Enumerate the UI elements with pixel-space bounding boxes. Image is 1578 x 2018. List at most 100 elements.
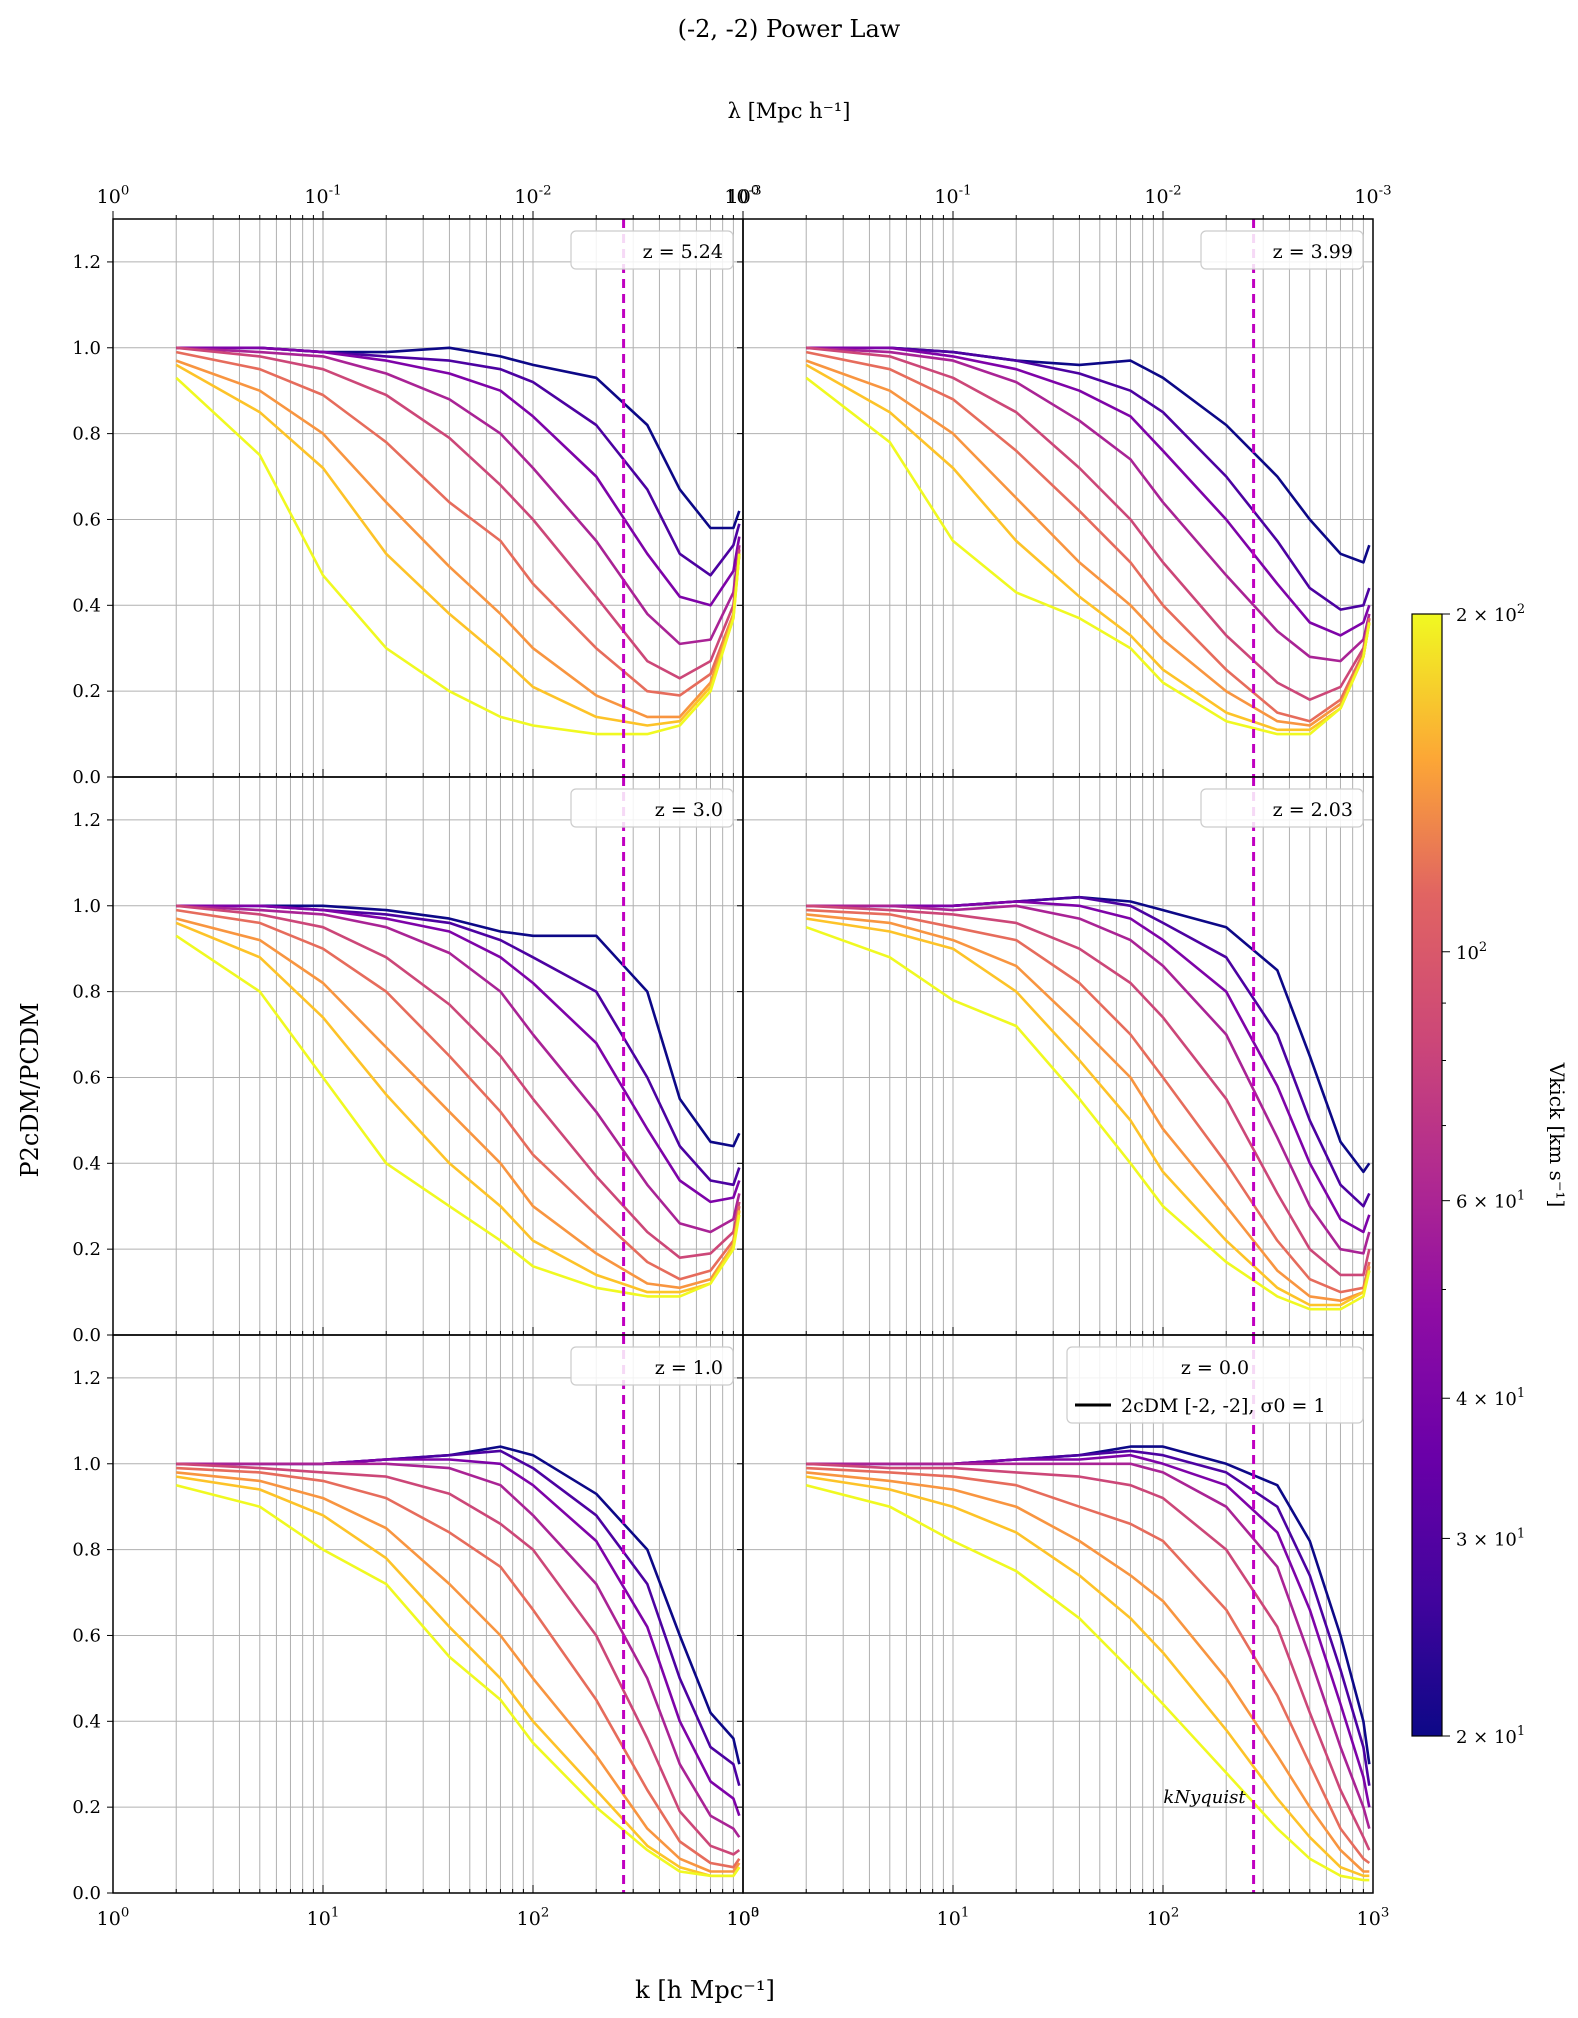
nyquist-label: kNyquist xyxy=(1163,1787,1246,1808)
series-line-9 xyxy=(805,925,1371,1311)
panel-2: z = 3.99 xyxy=(737,211,1374,778)
series-line-2 xyxy=(806,895,1371,1208)
series-line-4 xyxy=(806,904,1371,1255)
colorbar-tick-label: 6 × 101 xyxy=(1456,1189,1525,1213)
redshift-label: z = 0.0 xyxy=(1181,1357,1249,1379)
panel-frame xyxy=(742,218,1374,778)
y-tick-label: 1.0 xyxy=(72,1454,101,1475)
top-tick-label: 10-3 xyxy=(1354,183,1391,208)
y-tick-label: 0.8 xyxy=(72,1540,101,1561)
y-tick-label: 0.2 xyxy=(72,1239,101,1260)
x-tick-label: 100 xyxy=(727,1905,760,1930)
colorbar-tick-label: 4 × 101 xyxy=(1456,1386,1525,1410)
bottom-axis-label: k [h Mpc⁻¹] xyxy=(635,1976,775,2004)
y-tick-label: 0.4 xyxy=(72,595,101,616)
series-line-1 xyxy=(806,1445,1371,1765)
y-tick-label: 0.0 xyxy=(72,767,101,788)
redshift-label: z = 1.0 xyxy=(655,1357,723,1379)
top-tick-label: 100 xyxy=(97,183,130,208)
legend-entry: 2cDM [-2, -2], σ0 = 1 xyxy=(1121,1395,1326,1417)
y-tick-label: 1.0 xyxy=(72,338,101,359)
series-line-9 xyxy=(805,1483,1370,1882)
series-line-1 xyxy=(176,904,741,1148)
series-line-6 xyxy=(175,350,741,697)
series-line-9 xyxy=(805,376,1371,736)
panel-frame xyxy=(112,218,744,778)
series-line-7 xyxy=(806,913,1371,1302)
x-tick-label: 102 xyxy=(1147,1905,1180,1930)
y-tick-label: 0.8 xyxy=(72,424,101,445)
colorbar-label: Vkick [km s⁻¹] xyxy=(1545,1062,1569,1208)
panels-group: z = 5.24 z = 3.99 z = 3.0 z = 2.03 z = 1.0 z … xyxy=(107,211,1374,1894)
legend-box xyxy=(570,230,734,270)
colorbar-tick-label: 3 × 101 xyxy=(1456,1526,1525,1550)
series-line-7 xyxy=(806,1471,1370,1873)
colorbar-tick-label: 2 × 101 xyxy=(1456,1724,1525,1748)
series-line-9 xyxy=(175,934,741,1298)
redshift-label: z = 5.24 xyxy=(643,241,723,263)
top-axis-label: λ [Mpc h⁻¹] xyxy=(728,99,851,123)
series-line-6 xyxy=(806,908,1371,1294)
legend-box xyxy=(1200,230,1364,270)
x-tick-label: 103 xyxy=(727,1905,760,1930)
panel-frame xyxy=(742,776,1374,1336)
series-line-6 xyxy=(176,1466,741,1869)
series-line-9 xyxy=(175,1483,741,1878)
series-line-6 xyxy=(806,1466,1371,1865)
series-line-8 xyxy=(806,917,1371,1307)
x-tick-label: 100 xyxy=(97,1905,130,1930)
series-line-1 xyxy=(806,346,1371,564)
series-line-5 xyxy=(176,346,741,680)
series-line-9 xyxy=(175,376,741,736)
y-tick-label: 1.2 xyxy=(72,252,101,273)
x-tick-label: 101 xyxy=(307,1905,340,1930)
panel-3: z = 3.0 xyxy=(107,776,744,1336)
y-tick-label: 0.2 xyxy=(72,681,101,702)
colorbar: 2 × 101 3 × 101 4 × 101 6 × 101 102 2 × 102 V… xyxy=(1411,602,1569,1748)
series-line-5 xyxy=(806,1462,1371,1851)
redshift-label: z = 3.0 xyxy=(655,799,723,821)
series-line-8 xyxy=(806,1475,1370,1878)
colorbar-ticks: 2 × 101 3 × 101 4 × 101 6 × 101 102 2 × 102 xyxy=(1442,602,1525,1748)
panel-5: z = 1.0 xyxy=(107,1334,744,1894)
series-line-3 xyxy=(806,346,1371,637)
series-line-3 xyxy=(806,900,1371,1234)
y-tick-label: 0.0 xyxy=(72,1325,101,1346)
series-line-5 xyxy=(176,904,741,1259)
y-tick-label: 0.4 xyxy=(72,1153,101,1174)
panel-6: z = 0.0 2cDM [-2, -2], σ0 = 1 kNyquist xyxy=(737,1334,1374,1894)
series-line-7 xyxy=(175,917,741,1290)
y-tick-label: 0.8 xyxy=(72,982,101,1003)
series-line-5 xyxy=(806,904,1371,1277)
y-tick-label: 0.2 xyxy=(72,1797,101,1818)
colorbar-tick-label: 102 xyxy=(1456,940,1487,964)
figure-title: (-2, -2) Power Law xyxy=(678,15,901,43)
legend-box xyxy=(1066,1346,1364,1424)
top-tick-label: 10-3 xyxy=(724,183,761,208)
series-line-2 xyxy=(806,346,1371,611)
y-tick-label: 0.6 xyxy=(72,1625,101,1646)
series-line-7 xyxy=(176,1471,741,1873)
series-line-8 xyxy=(805,363,1371,732)
colorbar-tick-label: 2 × 102 xyxy=(1456,602,1525,626)
series-line-2 xyxy=(806,1449,1371,1786)
top-tick-label: 10-1 xyxy=(304,183,341,208)
left-axis-label: P2cDM/PCDM xyxy=(16,1002,44,1177)
panel-frame xyxy=(742,1334,1374,1894)
series-line-5 xyxy=(806,346,1371,701)
series-line-4 xyxy=(806,1462,1371,1829)
legend-box xyxy=(1200,788,1364,828)
top-tick-label: 100 xyxy=(727,183,760,208)
y-tick-label: 0.0 xyxy=(72,1883,101,1904)
legend-box xyxy=(570,788,734,828)
series-line-2 xyxy=(176,346,741,577)
series-line-5 xyxy=(176,1462,741,1856)
y-tick-label: 0.6 xyxy=(72,1067,101,1088)
top-tick-label: 10-1 xyxy=(934,183,971,208)
y-tick-label: 0.4 xyxy=(72,1711,101,1732)
panel-1: z = 5.24 xyxy=(107,211,744,778)
y-tick-label: 0.6 xyxy=(72,509,101,530)
series-line-4 xyxy=(176,904,741,1234)
x-tick-label: 102 xyxy=(517,1905,550,1930)
series-line-3 xyxy=(176,1458,741,1817)
